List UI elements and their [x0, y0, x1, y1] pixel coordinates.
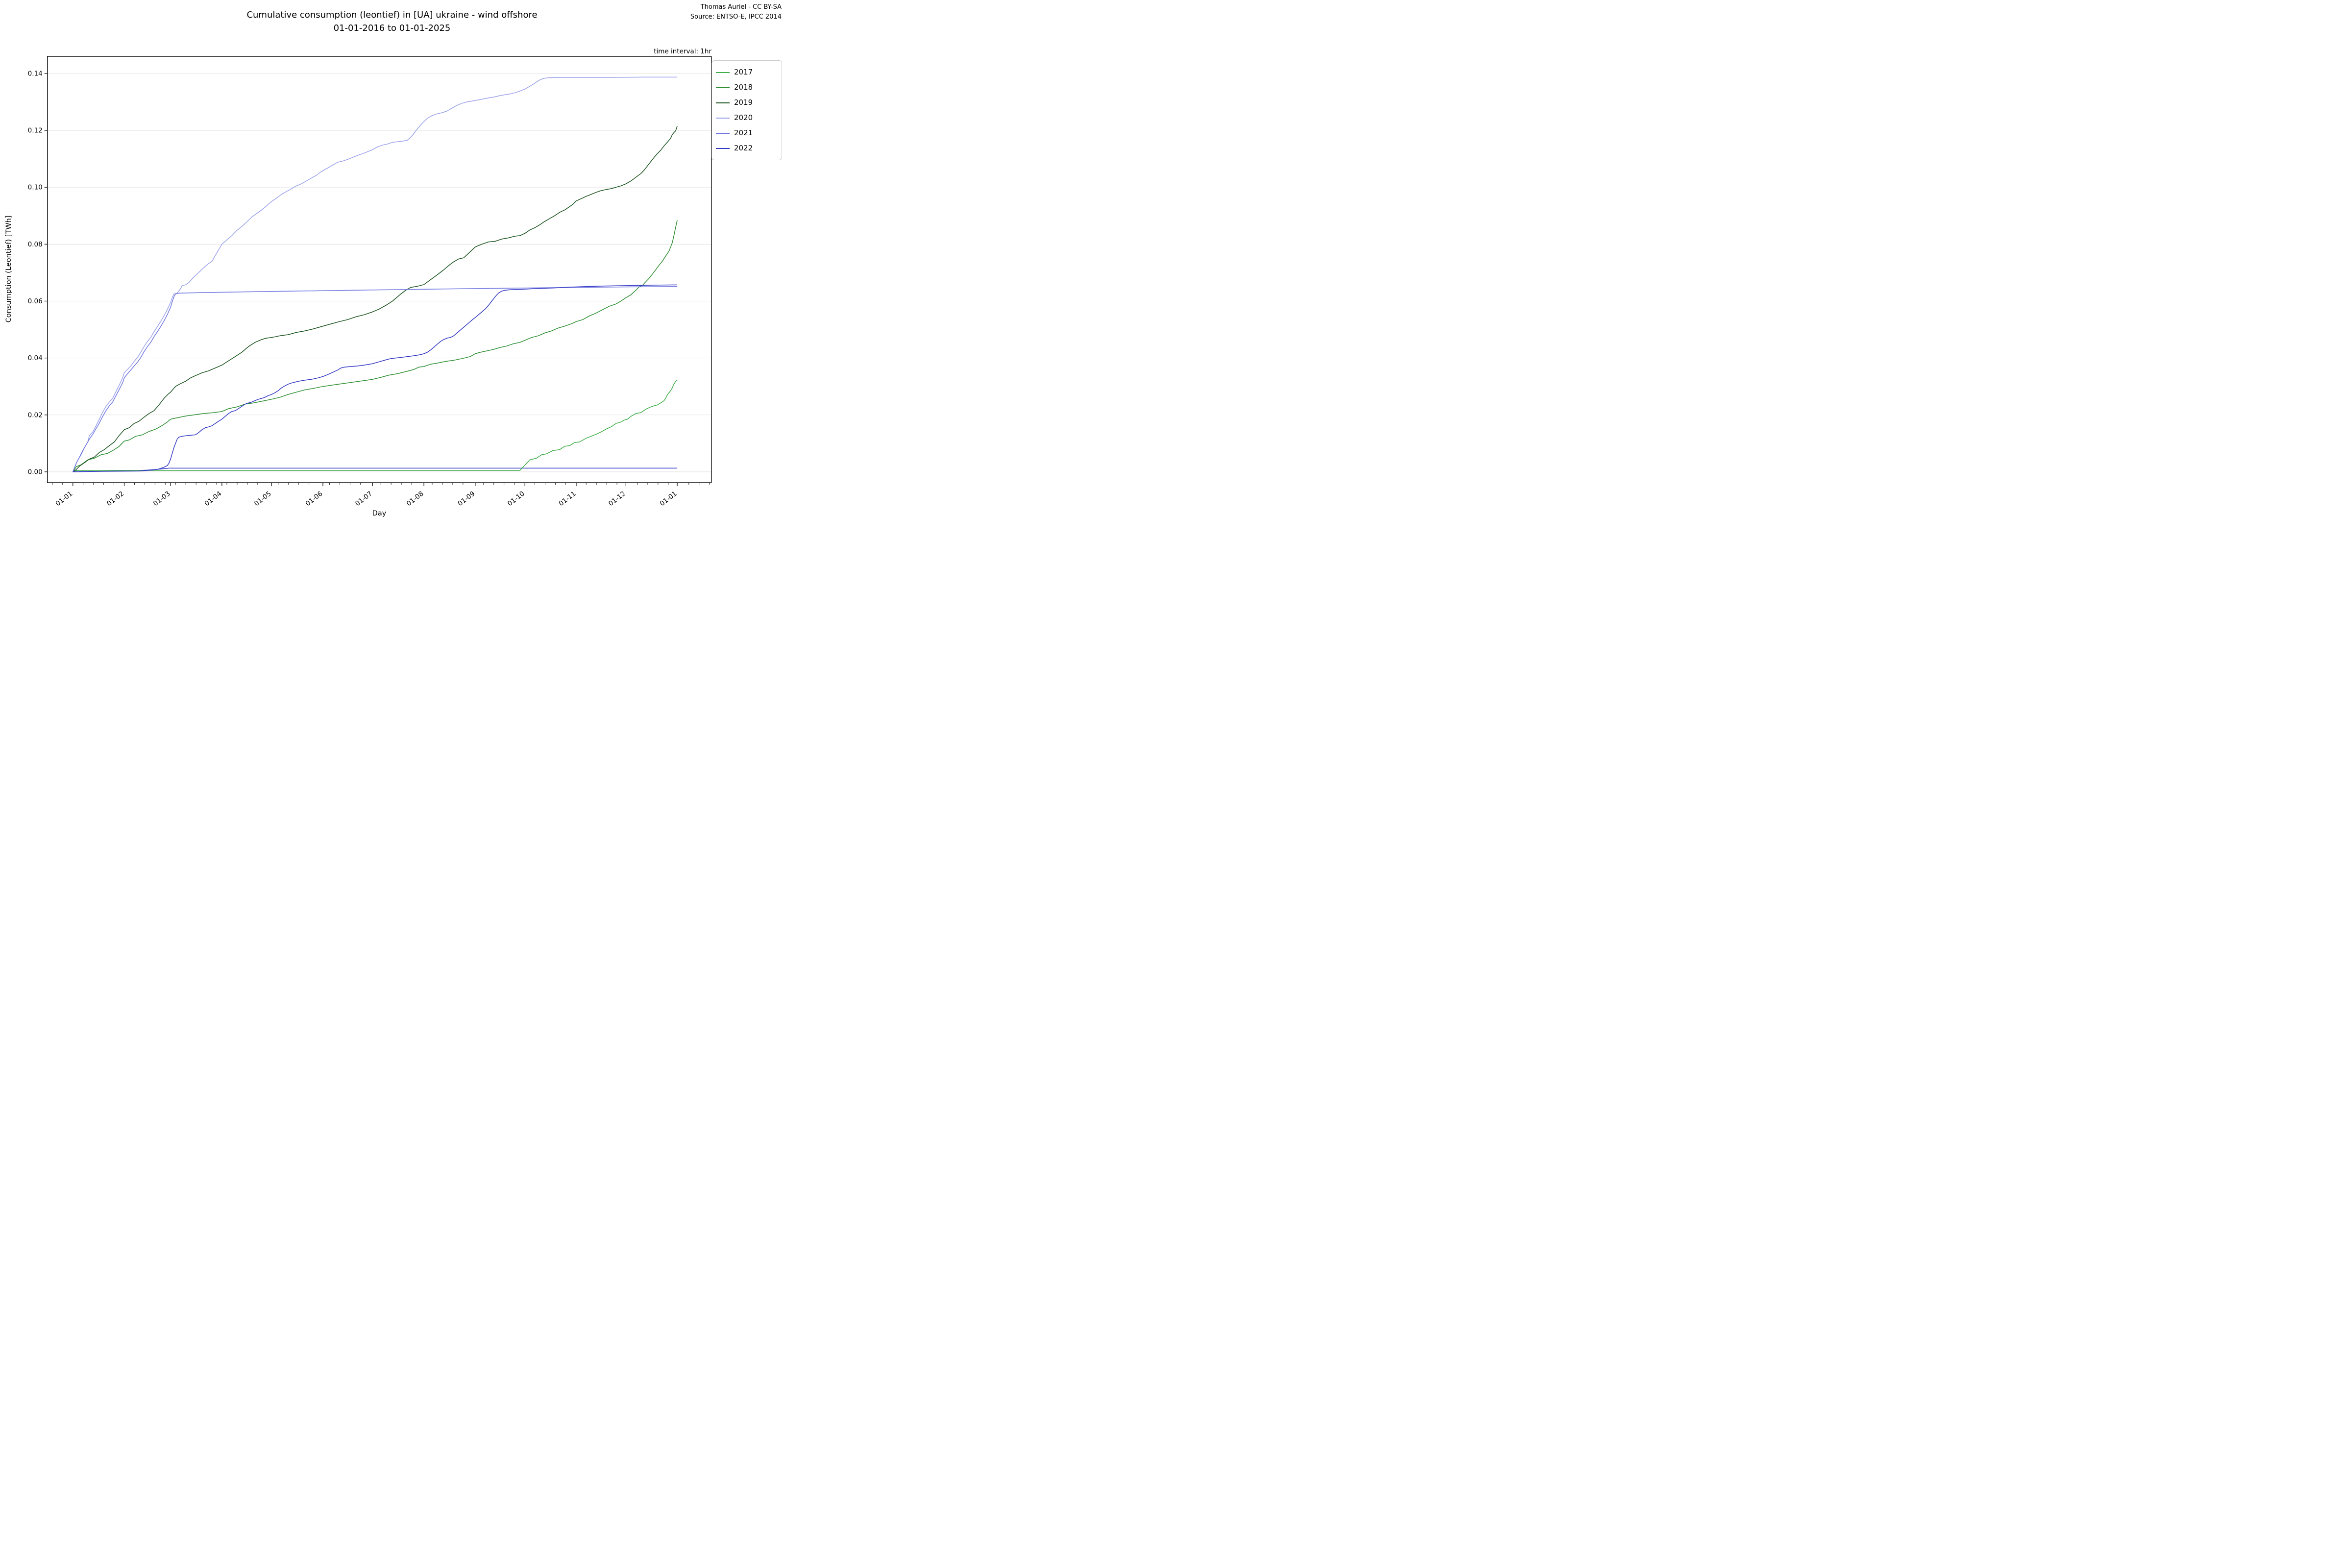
legend-item-2022: 2022 [716, 141, 782, 156]
series-line-2021 [73, 286, 678, 472]
chart-title-line1: Cumulative consumption (leontief) in [UA… [246, 10, 538, 20]
legend-line-sample-2018 [716, 87, 730, 88]
legend-item-2020: 2020 [716, 110, 782, 125]
legend-label-2017: 2017 [734, 68, 753, 76]
legend-line-sample-2020 [716, 117, 730, 119]
chart-title-line2: 01-01-2016 to 01-01-2025 [333, 23, 451, 33]
legend-line-sample-2022 [716, 147, 730, 149]
time-interval-note: time interval: 1hr [654, 48, 711, 55]
legend-line-sample-2021 [716, 132, 730, 134]
series-line-2018 [73, 220, 678, 472]
y-tick-label-0.06: 0.06 [28, 297, 43, 305]
x-tick-label-3: 01-04 [203, 490, 223, 508]
series-line-2020 [73, 76, 678, 472]
legend-label-2018: 2018 [734, 83, 753, 92]
series-line-2022 [73, 284, 678, 472]
series-line-2019 [73, 126, 678, 472]
y-tick-label-0.14: 0.14 [28, 70, 43, 77]
x-tick-label-12: 01-01 [659, 490, 679, 508]
x-tick-label-8: 01-09 [457, 490, 477, 508]
legend-label-2021: 2021 [734, 128, 753, 137]
x-axis-label: Day [372, 510, 387, 517]
x-tick-label-7: 01-08 [405, 490, 425, 508]
legend-item-2021: 2021 [716, 125, 782, 141]
y-tick-label-0.00: 0.00 [28, 468, 43, 476]
legend-item-2019: 2019 [716, 95, 782, 110]
legend-line-sample-2019 [716, 102, 730, 103]
legend-label-2019: 2019 [734, 98, 753, 107]
legend-line-sample-2017 [716, 72, 730, 73]
x-tick-label-1: 01-02 [105, 490, 125, 508]
y-tick-label-0.04: 0.04 [28, 354, 43, 362]
legend-label-2022: 2022 [734, 144, 753, 152]
y-tick-label-0.10: 0.10 [28, 184, 43, 192]
y-tick-label-0.08: 0.08 [28, 241, 43, 248]
x-tick-label-10: 01-11 [558, 490, 578, 508]
y-tick-label-0.02: 0.02 [28, 411, 43, 419]
x-tick-label-6: 01-07 [354, 490, 374, 508]
chart-canvas: 0.00 0.02 0.04 0.06 0.08 0.10 0.12 0.14 01-01 01-… [28, 56, 712, 508]
y-tick-label-0.12: 0.12 [28, 127, 43, 135]
x-tick-label-4: 01-05 [253, 490, 273, 508]
x-tick-label-0: 01-01 [54, 490, 74, 508]
series-line-2017 [73, 380, 678, 472]
legend-label-2020: 2020 [734, 113, 753, 122]
series-line-unlabeled-flat-line [73, 467, 678, 472]
legend-item-2018: 2018 [716, 80, 782, 95]
credit-source: Source: ENTSO-E, IPCC 2014 [690, 13, 782, 21]
x-tick-label-11: 01-12 [607, 490, 627, 508]
x-tick-label-9: 01-10 [506, 490, 526, 508]
x-tick-label-2: 01-03 [152, 490, 172, 508]
credit-author: Thomas Auriel - CC BY-SA [700, 3, 782, 11]
x-tick-label-5: 01-06 [304, 490, 324, 508]
legend-item-2017: 2017 [716, 65, 782, 80]
legend: 2017 2018 2019 2020 2021 2022 [711, 60, 782, 160]
plot-frame [47, 56, 712, 483]
figure: Cumulative consumption (leontief) in [UA… [0, 0, 784, 523]
